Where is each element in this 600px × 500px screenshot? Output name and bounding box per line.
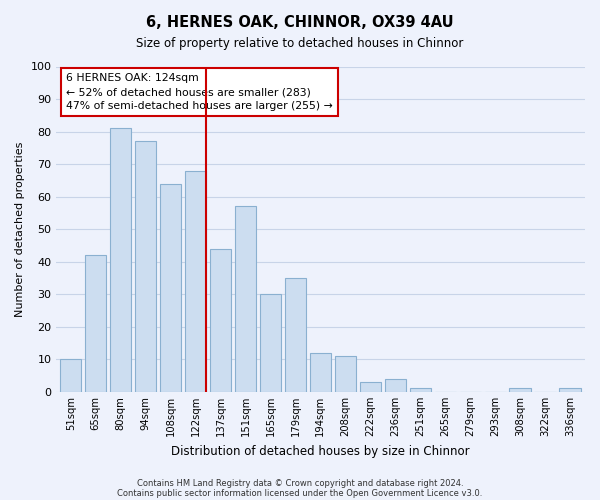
- Bar: [335, 356, 356, 392]
- Text: Contains public sector information licensed under the Open Government Licence v3: Contains public sector information licen…: [118, 488, 482, 498]
- Bar: [85, 255, 106, 392]
- Bar: [160, 184, 181, 392]
- Text: 6 HERNES OAK: 124sqm
← 52% of detached houses are smaller (283)
47% of semi-deta: 6 HERNES OAK: 124sqm ← 52% of detached h…: [67, 73, 333, 111]
- Text: Size of property relative to detached houses in Chinnor: Size of property relative to detached ho…: [136, 38, 464, 51]
- Text: Contains HM Land Registry data © Crown copyright and database right 2024.: Contains HM Land Registry data © Crown c…: [137, 478, 463, 488]
- Bar: [185, 170, 206, 392]
- Bar: [260, 294, 281, 392]
- Bar: [60, 359, 82, 392]
- Bar: [135, 142, 156, 392]
- Text: 6, HERNES OAK, CHINNOR, OX39 4AU: 6, HERNES OAK, CHINNOR, OX39 4AU: [146, 15, 454, 30]
- Y-axis label: Number of detached properties: Number of detached properties: [15, 142, 25, 317]
- Bar: [385, 378, 406, 392]
- Bar: [509, 388, 530, 392]
- Bar: [359, 382, 381, 392]
- Bar: [235, 206, 256, 392]
- Bar: [310, 352, 331, 392]
- Bar: [285, 278, 306, 392]
- Bar: [559, 388, 581, 392]
- X-axis label: Distribution of detached houses by size in Chinnor: Distribution of detached houses by size …: [171, 444, 470, 458]
- Bar: [110, 128, 131, 392]
- Bar: [210, 248, 231, 392]
- Bar: [410, 388, 431, 392]
